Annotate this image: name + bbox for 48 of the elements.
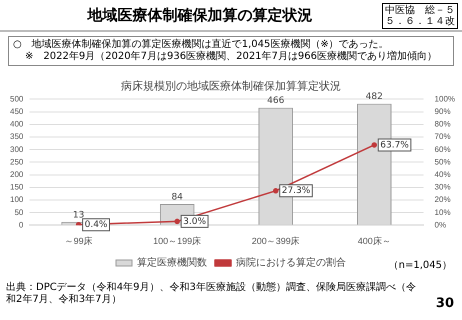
point xyxy=(174,218,180,224)
x-tick-label: 400床～ xyxy=(358,236,391,246)
y-tick-label: 200 xyxy=(10,170,24,180)
data-label: 0.4% xyxy=(84,220,108,230)
chart-title: 地域医療体制確保加算の算定状況 xyxy=(88,6,312,24)
text: ○ 地域医療体制確保加算の算定医療機関は直近で1,045医療機関（※）であった。 xyxy=(13,39,390,50)
legend-label: 病院における算定の割合 xyxy=(236,256,346,269)
y2-tick-label: 0% xyxy=(434,220,446,230)
y2-tick-label: 60% xyxy=(434,144,451,154)
y2-tick-label: 30% xyxy=(434,182,451,192)
text: （n=1,045） xyxy=(388,259,452,272)
y2-tick-label: 10% xyxy=(434,208,451,217)
y2-tick-label: 80% xyxy=(434,120,451,129)
x-tick-label: 100～199床 xyxy=(153,236,202,246)
y-tick-label: 250 xyxy=(10,157,24,166)
y-tick-label: 400 xyxy=(10,120,24,129)
y2-tick-label: 50% xyxy=(434,157,451,166)
data-label: 3.0% xyxy=(183,216,206,227)
data-label: 482 xyxy=(366,92,383,102)
point xyxy=(372,142,378,148)
y2-tick-label: 20% xyxy=(434,195,451,204)
data-label: 466 xyxy=(267,96,285,106)
y2-tick-label: 70% xyxy=(434,132,451,142)
text: 中医協 総－５ xyxy=(385,5,455,16)
text: 30 xyxy=(436,296,454,311)
y-tick-label: 500 xyxy=(10,94,24,104)
x-tick-label: 200～399床 xyxy=(252,236,300,246)
y-tick-label: 50 xyxy=(14,208,24,217)
text: ５．６．１４改 xyxy=(385,16,455,27)
data-label: 84 xyxy=(171,192,184,202)
data-label: 27.3% xyxy=(282,186,311,196)
y-tick-label: 0 xyxy=(18,220,24,230)
data-label: 63.7% xyxy=(380,140,410,150)
legend-label: 算定医療機関数 xyxy=(137,256,207,269)
y-tick-label: 300 xyxy=(10,144,24,154)
y-tick-label: 150 xyxy=(10,182,24,192)
x-tick-label: ～99床 xyxy=(64,236,93,246)
y2-tick-label: 90% xyxy=(434,107,451,116)
y-tick-label: 350 xyxy=(10,132,24,142)
data-label: 13 xyxy=(72,210,84,220)
y2-tick-label: 40% xyxy=(434,170,451,180)
chart-subtitle: 病床規模別の地域医療体制確保加算算定状況 xyxy=(121,79,341,92)
text: ※ 2022年9月（2020年7月は936医療機関、2021年7月は966医療機関であり増加傾向） xyxy=(24,51,438,63)
y-tick-label: 100 xyxy=(10,195,24,204)
y2-tick-label: 100% xyxy=(434,94,456,104)
source-note: 出典：DPCデータ（令和4年9月）、令和3年医療施設（動態）調査、保険局医療課調べ（令和2年7月、令和3年7月） xyxy=(6,282,416,306)
y-tick-label: 450 xyxy=(10,107,24,116)
point xyxy=(272,188,278,194)
